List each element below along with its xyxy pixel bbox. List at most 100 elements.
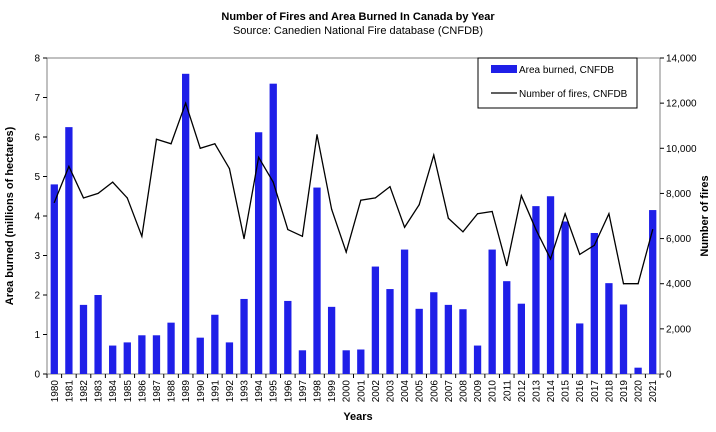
x-tick-label: 2015 [561, 380, 572, 403]
y-axis-right-label: Number of fires [699, 175, 711, 256]
left-tick-label: 1 [34, 330, 40, 341]
y-axis-left-label: Area burned (millions of hectares) [4, 126, 16, 305]
fires-point-2005 [418, 204, 420, 206]
x-axis-label: Years [343, 411, 372, 423]
bar-1981 [65, 127, 73, 375]
bar-2015 [561, 221, 569, 374]
bar-1983 [94, 295, 102, 374]
x-tick-label: 2018 [604, 380, 615, 403]
bar-1998 [313, 187, 321, 374]
right-tick-label: 8,000 [666, 189, 691, 200]
fires-point-1990 [199, 147, 201, 149]
fires-point-2002 [374, 197, 376, 199]
legend-bar-label: Area burned, CNFDB [519, 65, 614, 76]
fires-point-2013 [535, 228, 537, 231]
x-tick-label: 2010 [488, 380, 499, 403]
fires-point-1991 [214, 143, 216, 145]
bar-2021 [649, 210, 657, 374]
bar-2017 [590, 232, 598, 374]
x-tick-label: 1980 [50, 380, 61, 403]
bar-1982 [79, 304, 88, 375]
x-tick-label: 2007 [444, 380, 455, 403]
bar-2016 [576, 323, 584, 374]
fires-point-2019 [622, 283, 625, 285]
fires-point-1984 [112, 181, 114, 183]
x-tick-label: 1994 [254, 380, 265, 403]
fires-point-1996 [287, 228, 289, 231]
bar-1994 [254, 132, 263, 374]
bar-1990 [196, 337, 204, 374]
x-tick-label: 1990 [196, 380, 207, 403]
bar-1987 [152, 335, 161, 374]
bar-2006 [430, 292, 438, 374]
legend-line-label: Number of fires, CNFDB [519, 89, 628, 100]
bar-1996 [284, 300, 292, 374]
fires-line [53, 101, 654, 285]
fires-point-2008 [462, 231, 464, 233]
x-axis-ticks: 1980 1981 1982 1983 1984 1985 1986 1987 1988 1989… [46, 374, 661, 403]
fires-point-2021 [652, 228, 654, 231]
bar-1992 [225, 342, 234, 374]
fires-point-2018 [608, 213, 610, 215]
fires-point-1981 [68, 165, 70, 167]
fires-point-1987 [155, 138, 158, 140]
bar-1995 [269, 83, 277, 375]
bar-2001 [357, 349, 365, 374]
left-tick-label: 7 [34, 93, 40, 104]
right-tick-label: 12,000 [666, 99, 697, 110]
left-tick-label: 4 [34, 212, 40, 223]
bar-1999 [327, 306, 336, 374]
fires-point-1995 [272, 181, 274, 183]
fires-point-1988 [170, 143, 172, 145]
bar-2000 [342, 350, 350, 374]
right-tick-label: 2,000 [666, 324, 691, 335]
bar-2020 [634, 367, 642, 374]
fires-point-1985 [126, 197, 128, 199]
right-tick-label: 6,000 [666, 234, 691, 245]
fires-point-2010 [491, 210, 493, 213]
x-tick-label: 1992 [225, 380, 236, 403]
x-tick-label: 2008 [458, 380, 469, 403]
x-tick-label: 2019 [619, 380, 630, 403]
bar-2009 [473, 345, 482, 374]
left-tick-label: 0 [34, 370, 40, 381]
fires-point-1997 [301, 235, 304, 237]
bar-2010 [488, 249, 496, 374]
x-tick-label: 2012 [517, 380, 528, 403]
fires-point-1998 [316, 134, 318, 136]
fires-point-2016 [579, 253, 581, 255]
legend: Area burned, CNFDB Number of fires, CNFD… [477, 57, 638, 109]
x-tick-label: 2016 [575, 380, 586, 403]
x-tick-label: 2005 [415, 380, 426, 403]
fires-point-2003 [389, 186, 391, 188]
x-tick-label: 2002 [371, 380, 382, 403]
legend-bar-swatch [491, 65, 517, 73]
bar-2003 [386, 289, 394, 374]
bar-2004 [400, 249, 409, 374]
fires-point-2011 [506, 265, 508, 267]
x-tick-label: 1988 [167, 380, 178, 403]
fires-point-2012 [520, 195, 522, 197]
bar-2011 [503, 281, 511, 374]
chart-title: Number of Fires and Area Burned In Canad… [221, 11, 495, 23]
x-tick-label: 1997 [298, 380, 309, 403]
bar-2002 [371, 266, 380, 374]
fires-point-1980 [53, 201, 55, 204]
x-tick-label: 2020 [634, 380, 645, 403]
fires-point-2015 [564, 213, 566, 215]
left-tick-label: 2 [34, 291, 40, 302]
left-tick-label: 6 [34, 133, 40, 144]
x-tick-label: 2000 [342, 380, 353, 403]
x-tick-label: 1993 [240, 380, 251, 403]
bar-2008 [459, 309, 467, 374]
bar-1988 [167, 322, 175, 374]
left-tick-label: 8 [34, 54, 40, 65]
fires-point-1994 [258, 156, 260, 158]
fires-point-2014 [549, 258, 552, 260]
x-tick-label: 1982 [79, 380, 90, 403]
x-tick-label: 1995 [269, 380, 280, 403]
bar-1984 [109, 345, 117, 374]
x-tick-label: 2021 [648, 380, 659, 403]
x-tick-label: 1998 [313, 380, 324, 403]
